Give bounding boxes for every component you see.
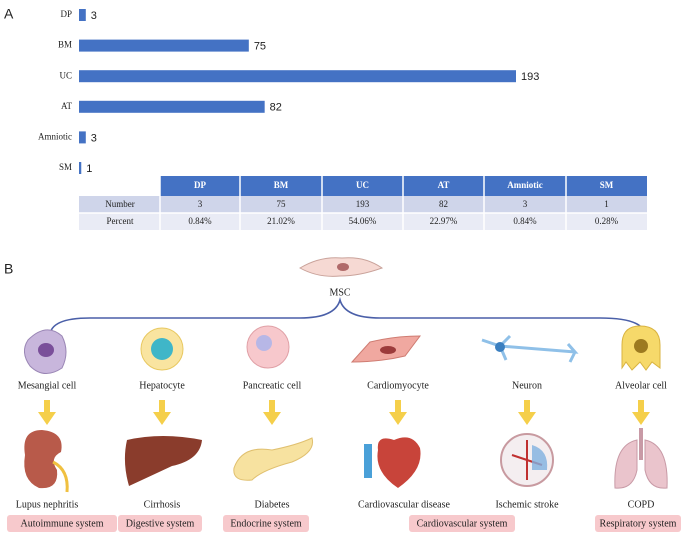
disease-label: Lupus nephritis [16,499,79,510]
table-row-label: Percent [107,216,134,226]
organ-icon [644,439,668,489]
system-label: Digestive system [126,518,195,529]
table-cell: 0.28% [595,216,619,226]
bar [79,9,86,21]
value-label: 193 [521,71,539,83]
nucleus [634,339,648,353]
lesion [532,445,548,470]
diagram-column: Neuron Ischemic stroke [481,334,579,510]
table-cell: 75 [277,199,287,209]
nucleus [380,346,396,354]
diagram-column: Hepatocyte Cirrhosis [124,327,202,510]
table-cell: 22.97% [430,216,458,226]
panel-label: A [4,6,14,22]
vessel [364,444,372,478]
arrow [632,400,650,425]
category-label: UC [59,70,72,80]
disease-label: Cirrhosis [144,499,181,510]
diagram-column: Cardiomyocyte Cardiovascular disease [350,335,451,510]
bar [79,70,516,83]
cell-label: Hepatocyte [139,380,185,391]
bar [79,131,86,144]
nucleus [38,343,54,357]
system-label: Endocrine system [230,518,302,529]
cell-label: Pancreatic cell [243,380,302,391]
table-cell: 193 [356,199,370,209]
msc-icon [298,257,384,277]
table-header-cell: BM [274,180,289,190]
table-header-cell: Amniotic [507,180,543,190]
category-label: Amniotic [38,131,72,141]
system-box [409,515,515,532]
table-cell: 3 [523,199,528,209]
disease-label: COPD [628,499,655,510]
nucleus [151,338,173,360]
table-cell: 1 [604,199,609,209]
organ-icon [233,437,314,481]
organ-icon [124,436,202,486]
bar [79,100,265,113]
system-box [118,515,202,532]
organ-icon [614,439,638,489]
disease-label: Cardiovascular disease [358,499,450,510]
value-label: 1 [86,163,92,175]
cell-label: Alveolar cell [615,380,667,391]
value-label: 3 [91,10,97,22]
arrow [153,400,171,425]
table-row [79,213,647,230]
system-label: Respiratory system [600,518,677,529]
arrow [518,400,536,425]
table-cell: 54.06% [349,216,377,226]
nucleus [256,335,272,351]
table-row [79,196,647,213]
system-box [7,515,117,532]
value-label: 3 [91,132,97,144]
table-header-cell: SM [600,180,614,190]
bar [79,162,82,174]
diagram-column: Alveolar cell COPD [614,325,668,510]
category-label: BM [58,40,72,50]
system-label: Autoimmune system [20,518,103,529]
table-cell: 21.02% [267,216,295,226]
panel-label: B [4,261,13,277]
diagram-column: Mesangial cell Lupus nephritis [16,329,79,510]
arrow [389,400,407,425]
cell-label: Cardiomyocyte [367,380,429,391]
category-label: DP [60,9,72,19]
table-cell: 82 [439,199,448,209]
table-row-label: Number [105,199,135,209]
disease-label: Ischemic stroke [495,499,559,510]
category-label: AT [61,101,73,111]
nucleus [495,342,505,352]
organ-icon [377,437,421,488]
table-header-cell: DP [194,180,206,190]
table-cell: 0.84% [513,216,537,226]
disease-label: Diabetes [255,499,290,510]
value-label: 82 [270,102,282,114]
table-cell: 0.84% [188,216,212,226]
table-header-cell: AT [438,180,450,190]
cell-label: Mesangial cell [18,380,77,391]
arrow [263,400,281,425]
value-label: 75 [254,41,266,53]
table-cell: 3 [198,199,203,209]
ureter [52,460,69,493]
organ-icon [24,430,62,489]
system-box [223,515,309,532]
cell-label: Neuron [512,380,542,391]
brace [49,297,646,337]
system-label: Cardiovascular system [417,518,508,529]
center-label: MSC [329,287,350,298]
system-box [595,515,681,532]
diagram-column: Pancreatic cell Diabetes [233,325,314,510]
bar [79,39,249,52]
category-label: SM [59,162,72,172]
table-header-cell: UC [356,180,369,190]
arrow [38,400,56,425]
